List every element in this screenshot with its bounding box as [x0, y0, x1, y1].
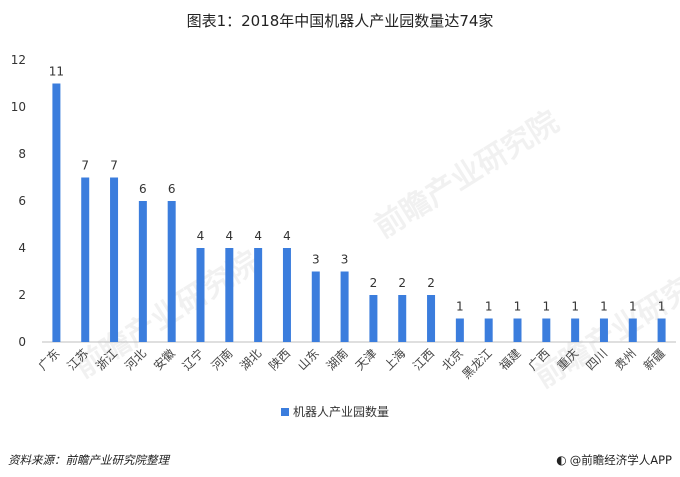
- bar: [167, 201, 176, 342]
- bar: [455, 318, 464, 342]
- x-tick-label: 河北: [122, 346, 149, 373]
- data-label: 7: [81, 159, 89, 173]
- data-label: 2: [370, 276, 378, 290]
- bar: [571, 318, 580, 342]
- data-label: 2: [427, 276, 435, 290]
- y-tick-label: 12: [11, 53, 26, 67]
- bar: [513, 318, 522, 342]
- data-label: 11: [49, 65, 64, 79]
- source-note: 资料来源：前瞻产业研究院整理: [8, 453, 169, 467]
- bar: [254, 248, 263, 342]
- bar: [628, 318, 637, 342]
- x-tick-label: 湖南: [323, 346, 351, 374]
- x-tick-label: 河南: [208, 346, 236, 374]
- legend-swatch: [281, 408, 289, 416]
- x-tick-label: 天津: [353, 346, 380, 373]
- data-label: 6: [139, 182, 147, 196]
- x-tick-label: 广西: [526, 346, 553, 373]
- bar: [196, 248, 205, 342]
- data-label: 4: [225, 229, 233, 243]
- data-label: 2: [398, 276, 406, 290]
- x-tick-label: 辽宁: [179, 346, 207, 374]
- bar: [282, 248, 291, 342]
- x-tick-label: 广东: [36, 346, 63, 373]
- bar: [398, 295, 407, 342]
- bar: [427, 295, 436, 342]
- x-tick-label: 四川: [583, 346, 610, 373]
- x-tick-label: 陕西: [265, 346, 293, 374]
- bar: [657, 318, 666, 342]
- data-label: 6: [168, 182, 176, 196]
- bar: [52, 83, 61, 342]
- data-label: 4: [254, 229, 262, 243]
- chart-title: 图表1：2018年中国机器人产业园数量达74家: [186, 12, 494, 30]
- bar: [340, 271, 349, 342]
- data-label: 1: [485, 300, 493, 314]
- bar: [225, 248, 234, 342]
- bar: [138, 201, 147, 342]
- data-label: 1: [456, 300, 464, 314]
- x-tick-label: 重庆: [554, 346, 581, 373]
- bar: [81, 177, 90, 342]
- y-tick-label: 8: [18, 147, 26, 161]
- x-tick-label: 贵州: [612, 346, 639, 373]
- x-tick-label: 江苏: [64, 346, 91, 373]
- y-tick-label: 6: [18, 194, 26, 208]
- data-label: 7: [110, 159, 118, 173]
- data-label: 1: [600, 300, 608, 314]
- data-label: 3: [312, 253, 320, 267]
- bar: [110, 177, 119, 342]
- data-label: 4: [197, 229, 205, 243]
- y-tick-label: 4: [18, 241, 26, 255]
- bar: [599, 318, 608, 342]
- bar: [311, 271, 320, 342]
- data-label: 1: [514, 300, 522, 314]
- data-label: 1: [542, 300, 550, 314]
- x-tick-label: 湖北: [237, 346, 265, 374]
- data-label: 1: [629, 300, 637, 314]
- x-tick-label: 山东: [295, 346, 322, 373]
- bar: [542, 318, 551, 342]
- x-tick-label: 黑龙江: [459, 346, 494, 381]
- x-tick-label: 浙江: [93, 346, 120, 373]
- x-tick-label: 上海: [381, 346, 409, 374]
- brand-logo-icon: ◐: [556, 453, 567, 467]
- x-tick-label: 江西: [410, 346, 437, 373]
- data-label: 3: [341, 253, 349, 267]
- data-label: 1: [571, 300, 579, 314]
- bar: [484, 318, 493, 342]
- legend-label: 机器人产业园数量: [293, 404, 389, 419]
- y-tick-label: 2: [18, 288, 26, 302]
- bar: [369, 295, 378, 342]
- x-tick-label: 福建: [496, 346, 524, 374]
- y-tick-label: 10: [11, 100, 26, 114]
- data-label: 1: [658, 300, 666, 314]
- y-tick-label: 0: [18, 335, 26, 349]
- data-label: 4: [283, 229, 291, 243]
- brand-credit: ◐ @前瞻经济学人APP: [556, 452, 672, 468]
- x-tick-label: 安徽: [150, 346, 178, 374]
- brand-credit-label: @前瞻经济学人APP: [569, 453, 672, 467]
- x-tick-label: 新疆: [640, 346, 668, 374]
